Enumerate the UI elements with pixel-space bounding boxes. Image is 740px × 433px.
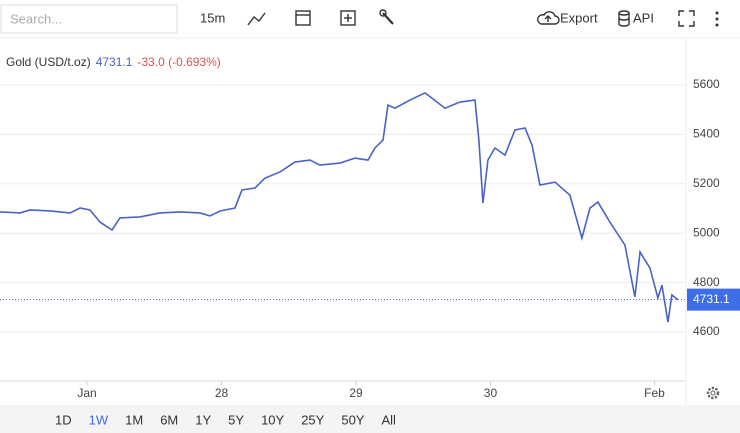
last-price-box (687, 288, 740, 311)
range-button[interactable]: 6M (160, 412, 178, 427)
range-button[interactable]: 1M (125, 412, 143, 427)
y-tick-label: 5400 (693, 127, 720, 141)
api-icon[interactable] (618, 10, 630, 27)
y-tick-label: 5200 (693, 176, 720, 190)
x-tick-label: 28 (215, 386, 229, 400)
range-button[interactable]: 1W (89, 412, 109, 427)
x-tick-label: 29 (349, 386, 363, 400)
range-button[interactable]: 5Y (228, 412, 244, 427)
legend-name: Gold (USD/t.oz) (6, 55, 91, 69)
calendar-icon[interactable] (295, 10, 311, 26)
menu-icon[interactable] (715, 11, 719, 27)
export-icon[interactable] (537, 11, 560, 25)
interval[interactable]: 15m (200, 10, 225, 25)
settings-icon[interactable] (706, 386, 720, 400)
range-button[interactable]: 1Y (195, 412, 211, 427)
y-tick-label: 5000 (693, 225, 720, 239)
x-tick-label: Jan (77, 386, 96, 400)
export-button[interactable]: Export (560, 10, 598, 25)
range-button[interactable]: 25Y (301, 412, 324, 427)
x-tick-label: Feb (644, 386, 665, 400)
search-box[interactable] (0, 4, 178, 34)
range-button[interactable]: 10Y (261, 412, 284, 427)
x-tick-label: 30 (484, 386, 498, 400)
wrench-icon[interactable] (379, 9, 394, 25)
legend-change: -33.0 (-0.693%) (137, 55, 220, 69)
y-tick-label: 4800 (693, 275, 720, 289)
legend-price: 4731.1 (96, 55, 133, 69)
last-price-label: 4731.1 (693, 292, 730, 306)
line-icon[interactable] (247, 12, 266, 26)
y-tick-label: 5600 (693, 77, 720, 91)
range-button[interactable]: 50Y (341, 412, 364, 427)
range-button[interactable]: All (381, 412, 396, 427)
range-bar (0, 405, 740, 433)
range-button[interactable]: 1D (55, 412, 72, 427)
api-button[interactable]: API (633, 10, 654, 25)
add-icon[interactable] (340, 10, 356, 26)
search-placeholder[interactable]: Search... (10, 11, 62, 26)
price-line (0, 91, 679, 323)
y-tick-label: 4600 (693, 324, 720, 338)
fullscreen-icon[interactable] (678, 10, 695, 27)
